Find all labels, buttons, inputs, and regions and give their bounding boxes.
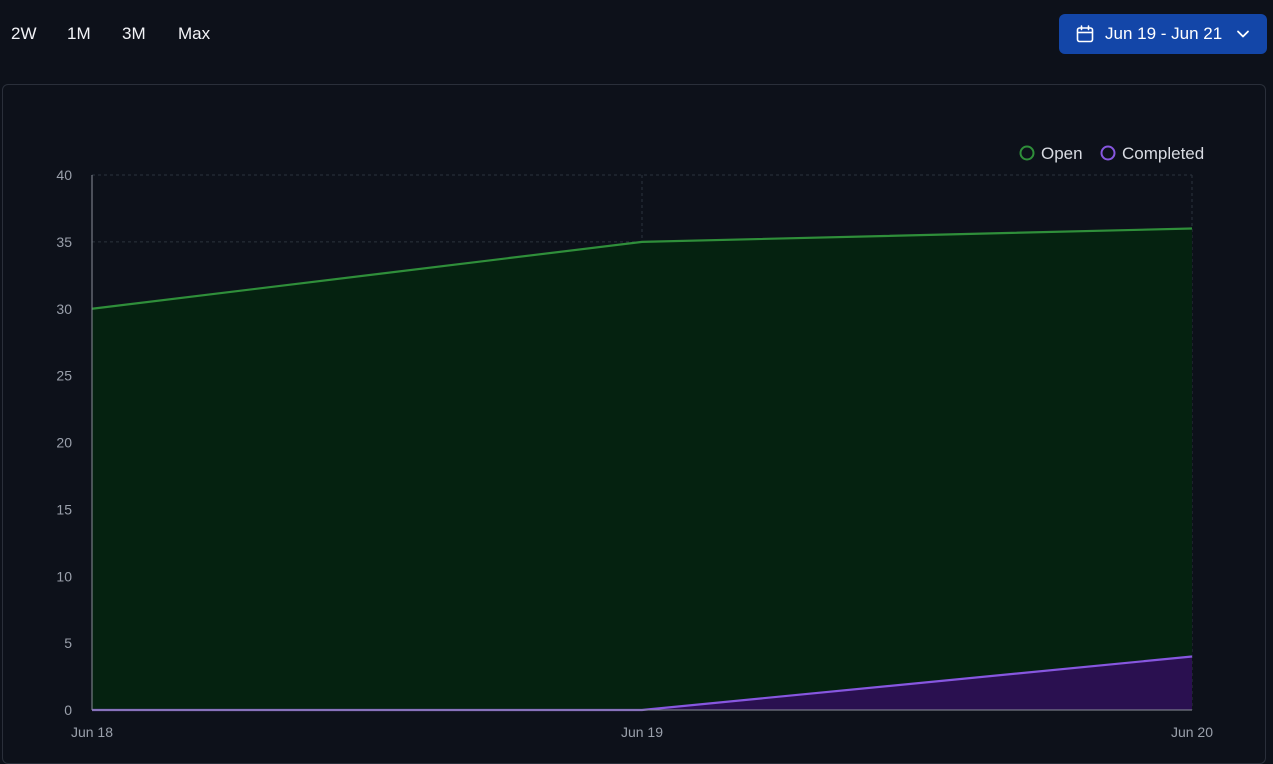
legend-marker-completed <box>1100 145 1116 161</box>
range-3m-button[interactable]: 3M <box>122 22 146 46</box>
chevron-down-icon <box>1237 30 1250 38</box>
range-2w-button[interactable]: 2W <box>11 22 37 46</box>
date-range-picker[interactable]: Jun 19 - Jun 21 <box>1059 14 1267 54</box>
calendar-icon <box>1076 25 1094 43</box>
x-tick-label: Jun 19 <box>621 724 663 740</box>
y-tick-label: 10 <box>56 568 72 584</box>
line-open <box>91 227 1193 310</box>
area-open <box>92 228 1192 710</box>
x-tick-label: Jun 18 <box>71 724 113 740</box>
legend-marker-open <box>1019 145 1035 161</box>
y-tick-label: 35 <box>56 234 72 250</box>
y-tick-label: 40 <box>56 167 72 183</box>
y-tick-label: 15 <box>56 501 72 517</box>
date-range-label: Jun 19 - Jun 21 <box>1105 24 1223 43</box>
y-tick-label: 20 <box>56 435 72 451</box>
legend-label-open: Open <box>1041 144 1083 163</box>
y-tick-label: 25 <box>56 368 72 384</box>
legend-label-completed: Completed <box>1122 144 1204 163</box>
y-tick-label: 5 <box>64 635 72 651</box>
y-tick-label: 0 <box>64 702 72 718</box>
y-tick-label: 30 <box>56 301 72 317</box>
x-tick-label: Jun 20 <box>1171 724 1213 740</box>
area-completed <box>92 656 1192 710</box>
toolbar: 2W 1M 3M Max Jun 19 - Jun 21 <box>0 0 1273 70</box>
range-max-button[interactable]: Max <box>178 22 210 46</box>
range-1m-button[interactable]: 1M <box>67 22 91 46</box>
